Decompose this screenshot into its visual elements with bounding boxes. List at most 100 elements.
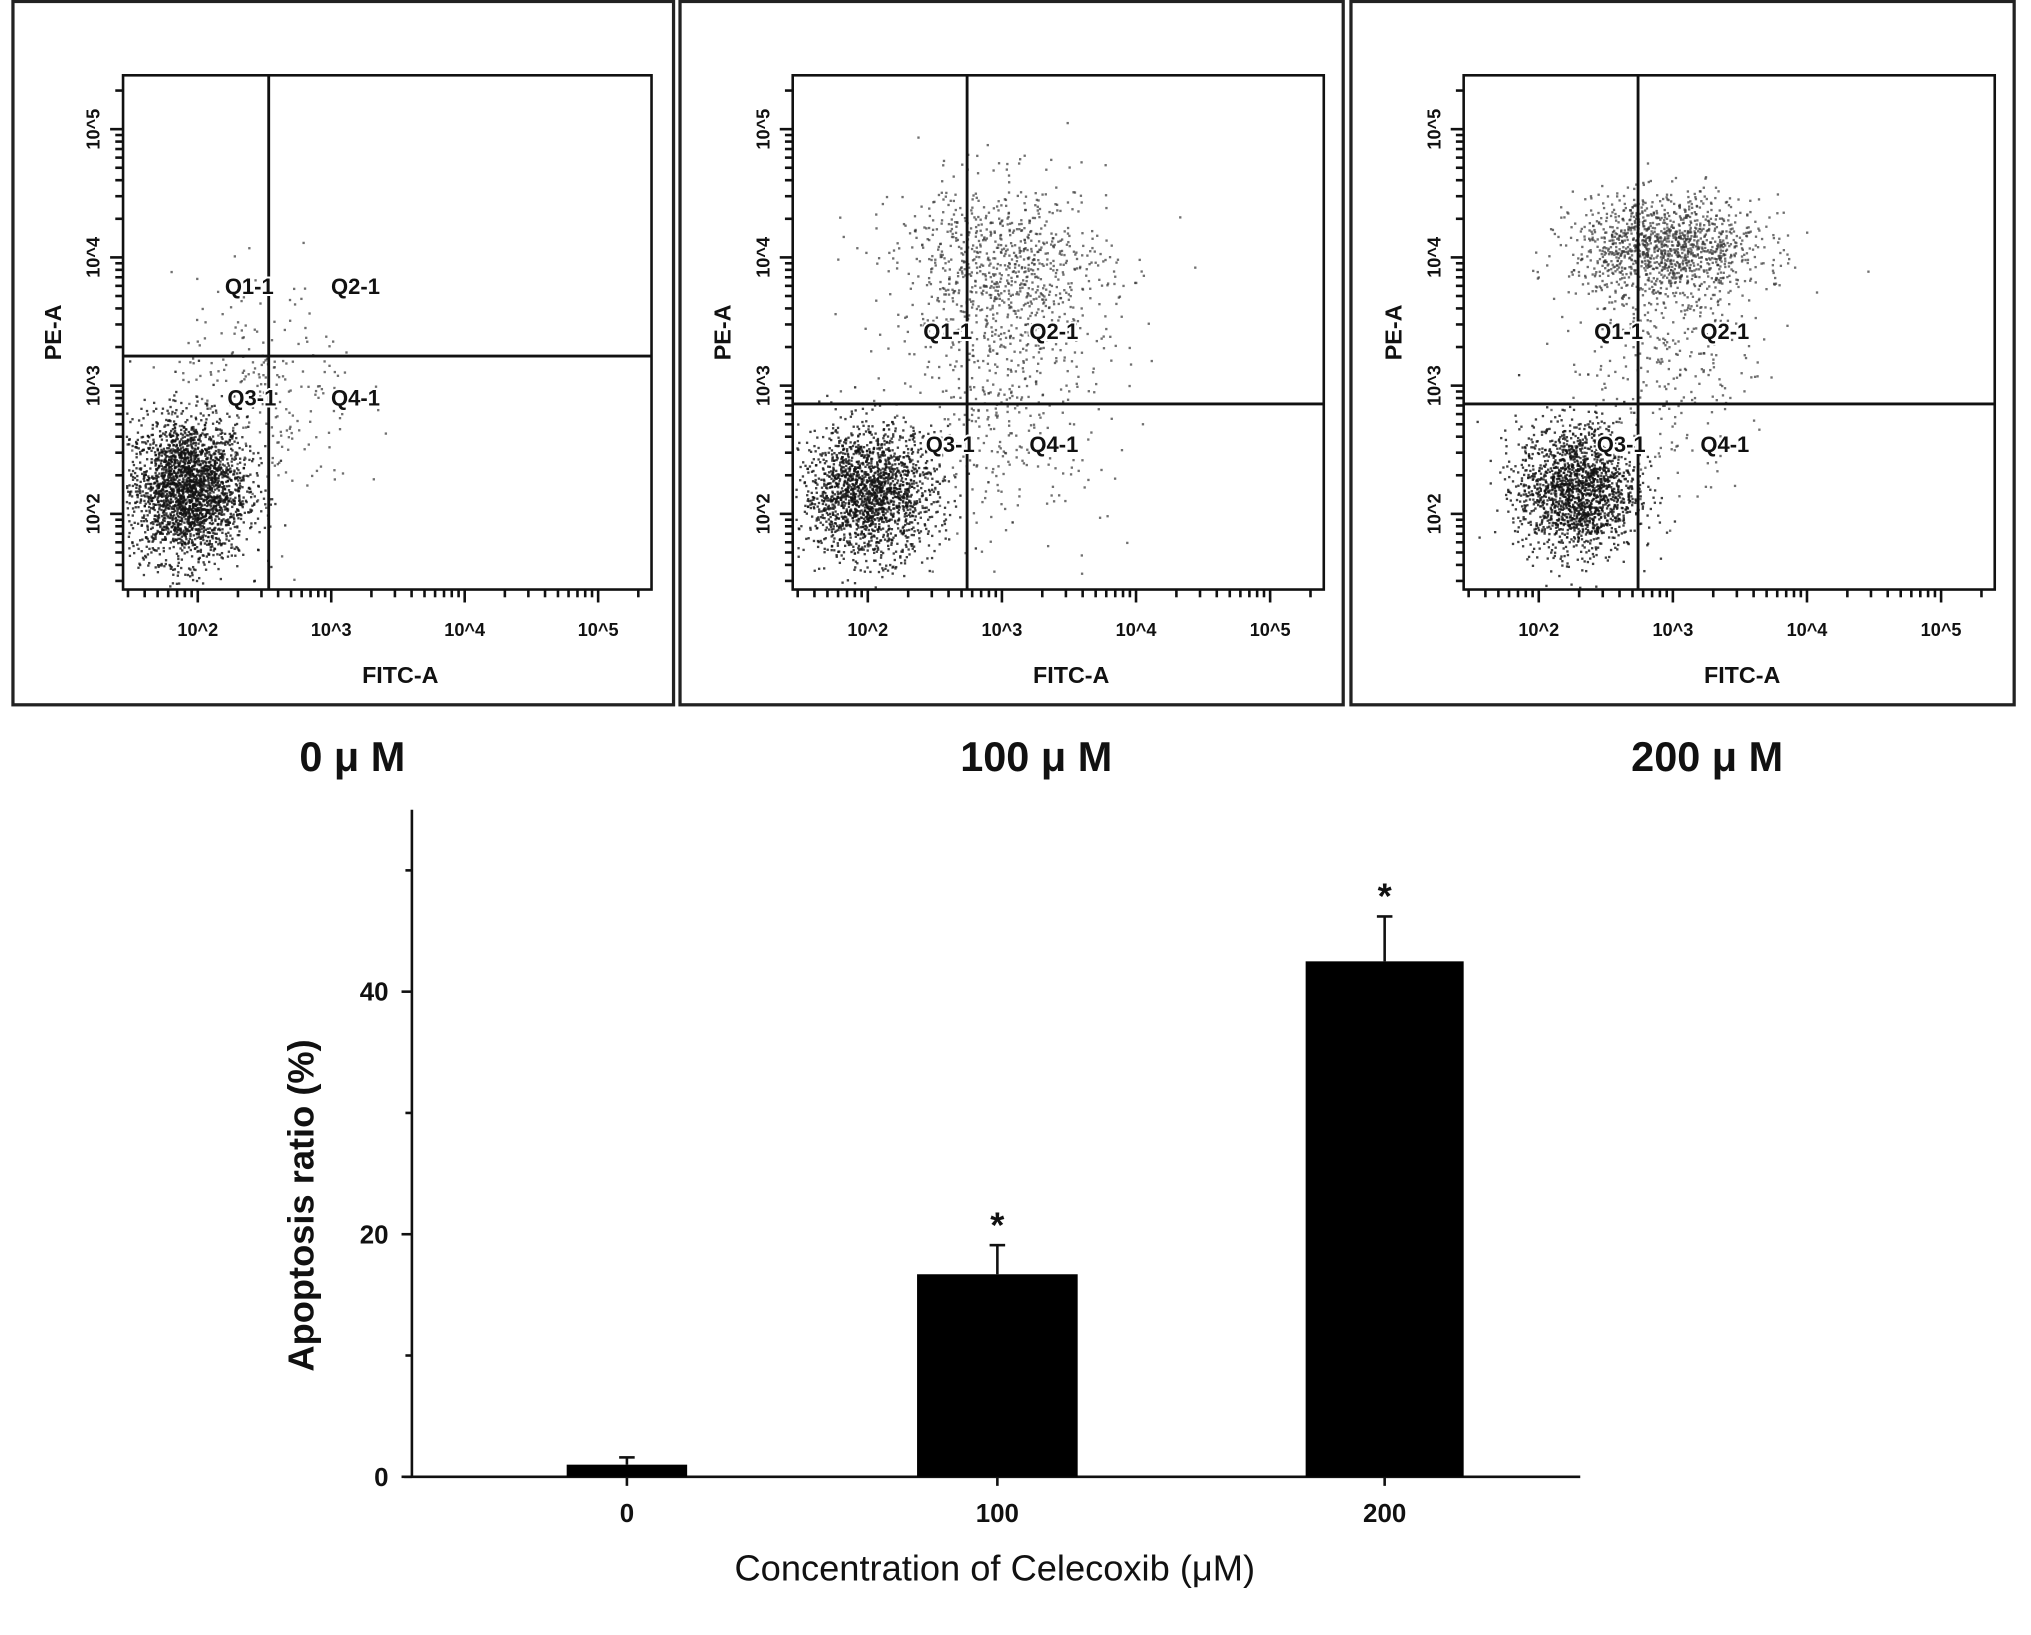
event-dot (956, 271, 960, 275)
event-dot (1079, 265, 1082, 269)
event-dot (216, 528, 220, 531)
event-dot (176, 461, 180, 465)
event-dot (838, 538, 842, 541)
event-dot (851, 444, 855, 448)
event-dot (153, 495, 157, 499)
event-dot (905, 555, 908, 559)
event-dot (222, 456, 225, 459)
event-dot (318, 385, 321, 388)
event-dot (212, 491, 215, 494)
event-dot (143, 398, 146, 402)
event-dot (227, 539, 231, 542)
event-dot (181, 410, 185, 413)
event-dot (193, 516, 196, 520)
event-dot (834, 429, 838, 432)
event-dot (225, 497, 229, 501)
event-dot (247, 425, 250, 429)
event-dot (248, 421, 251, 424)
event-dot (889, 457, 892, 460)
event-dot (255, 330, 259, 333)
event-dot (883, 502, 887, 505)
event-dot (166, 478, 169, 481)
event-dot (863, 454, 867, 457)
event-dot (905, 497, 909, 501)
event-dot (884, 433, 887, 436)
event-dot (233, 470, 236, 474)
event-dot (899, 498, 903, 502)
event-dot (912, 526, 915, 529)
event-dot (156, 496, 160, 499)
event-dot (855, 528, 858, 531)
event-dot (978, 255, 981, 259)
event-dot (224, 532, 228, 536)
event-dot (970, 300, 973, 303)
event-dot (819, 461, 822, 464)
event-dot (933, 430, 936, 434)
event-dot (301, 370, 305, 373)
event-dot (936, 453, 939, 457)
event-dot (126, 412, 129, 415)
event-dot (193, 490, 196, 494)
event-dot (166, 522, 170, 526)
event-dot (153, 459, 157, 462)
event-dot (859, 446, 862, 449)
event-dot (885, 440, 889, 444)
event-dot (918, 500, 922, 504)
event-dot (888, 502, 891, 505)
event-dot (199, 463, 202, 467)
event-dot (867, 462, 871, 465)
event-dot (160, 564, 163, 567)
event-dot (930, 458, 933, 462)
event-dot (821, 467, 825, 470)
event-dot (168, 466, 172, 469)
event-dot (860, 503, 863, 506)
event-dot (899, 494, 902, 497)
event-dot (885, 516, 888, 520)
event-dot (184, 534, 187, 537)
event-dot (297, 342, 300, 346)
event-dots (125, 241, 388, 588)
event-dot (858, 432, 861, 436)
event-dot (858, 490, 861, 493)
event-dot (219, 523, 223, 526)
event-dot (228, 477, 231, 480)
event-dot (196, 536, 199, 539)
event-dot (933, 469, 936, 473)
event-dot (925, 472, 928, 475)
event-dot (158, 482, 161, 486)
event-dot (975, 246, 978, 249)
event-dot (254, 279, 257, 282)
event-dot (160, 451, 163, 454)
event-dot (186, 483, 189, 487)
event-dot (897, 508, 901, 512)
event-dot (215, 468, 218, 472)
event-dot (305, 336, 308, 340)
event-dot (885, 492, 888, 495)
event-dot (252, 452, 255, 455)
event-dot (208, 560, 211, 564)
event-dot (850, 459, 853, 462)
event-dots (795, 121, 1197, 589)
event-dot (826, 394, 829, 398)
event-dot (173, 429, 177, 433)
event-dot (228, 443, 231, 447)
event-dot (223, 508, 227, 511)
event-dot (129, 492, 132, 496)
event-dot (144, 486, 148, 489)
event-dot (241, 448, 244, 451)
event-dot (149, 507, 153, 510)
event-dot (178, 453, 181, 457)
event-dot (195, 318, 199, 322)
event-dot (164, 559, 168, 562)
event-dot (179, 451, 183, 454)
event-dot (195, 479, 198, 482)
event-dot (860, 470, 864, 473)
event-dot (904, 519, 907, 522)
event-dot (872, 493, 875, 497)
event-dot (221, 463, 224, 466)
event-dot (814, 481, 818, 485)
event-dot (236, 401, 239, 405)
event-dot (199, 511, 203, 514)
event-dot (993, 231, 996, 234)
event-dot (237, 479, 240, 482)
